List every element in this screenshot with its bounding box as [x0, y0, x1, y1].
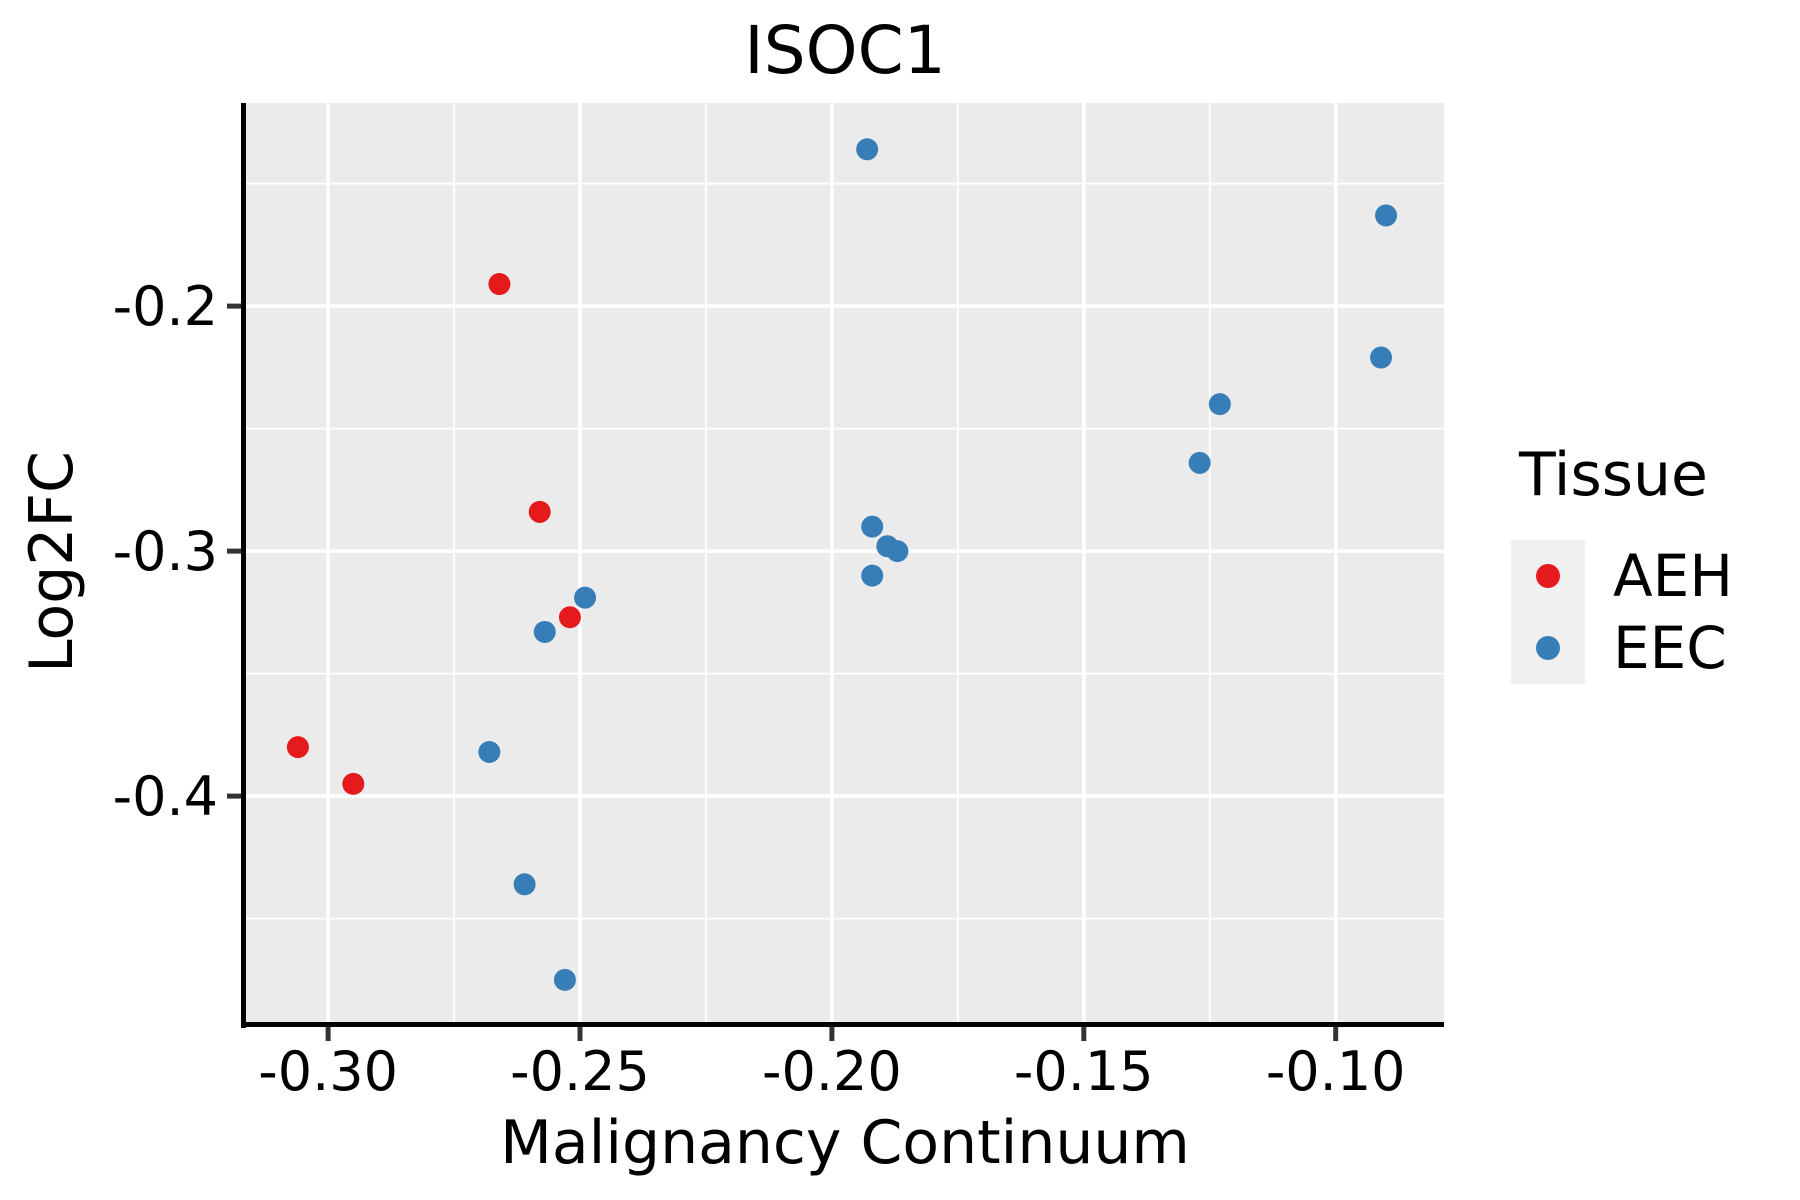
- legend-label-eec: EEC: [1613, 614, 1727, 682]
- data-point-eec: [1370, 346, 1393, 369]
- data-point-eec: [861, 515, 884, 538]
- data-point-eec: [478, 741, 501, 764]
- x-tick-label: -0.30: [258, 1040, 398, 1103]
- data-point-aeh: [286, 736, 309, 759]
- plot-panel: [246, 103, 1444, 1022]
- data-point-eec: [1208, 393, 1231, 416]
- legend-key-aeh: [1511, 540, 1585, 612]
- y-tick-label: -0.2: [113, 275, 218, 338]
- x-tick-label: -0.20: [762, 1040, 902, 1103]
- y-tick-label: -0.4: [113, 765, 218, 828]
- data-point-aeh: [342, 772, 365, 795]
- data-point-aeh: [528, 500, 551, 523]
- data-point-eec: [533, 620, 556, 643]
- eec-point-swatch: [1536, 636, 1560, 660]
- legend-key-eec: [1511, 612, 1585, 684]
- data-point-eec: [1375, 204, 1398, 227]
- data-point-eec: [861, 564, 884, 587]
- aeh-point-swatch: [1536, 564, 1560, 588]
- x-axis-label: Malignancy Continuum: [500, 1108, 1190, 1178]
- data-point-eec: [886, 540, 909, 563]
- data-point-eec: [513, 873, 536, 896]
- data-point-eec: [1188, 451, 1211, 474]
- legend-label-aeh: AEH: [1613, 542, 1733, 610]
- data-point-aeh: [558, 606, 581, 629]
- y-axis-label: Log2FC: [17, 451, 87, 673]
- data-point-aeh: [488, 273, 511, 296]
- y-tick-label: -0.3: [113, 520, 218, 583]
- data-point-eec: [553, 968, 576, 991]
- x-tick-label: -0.15: [1014, 1040, 1154, 1103]
- chart-title: ISOC1: [744, 12, 946, 89]
- legend-title: Tissue: [1519, 440, 1708, 510]
- data-point-eec: [856, 138, 879, 161]
- data-point-eec: [574, 586, 597, 609]
- x-tick-label: -0.25: [510, 1040, 650, 1103]
- x-tick-label: -0.10: [1266, 1040, 1406, 1103]
